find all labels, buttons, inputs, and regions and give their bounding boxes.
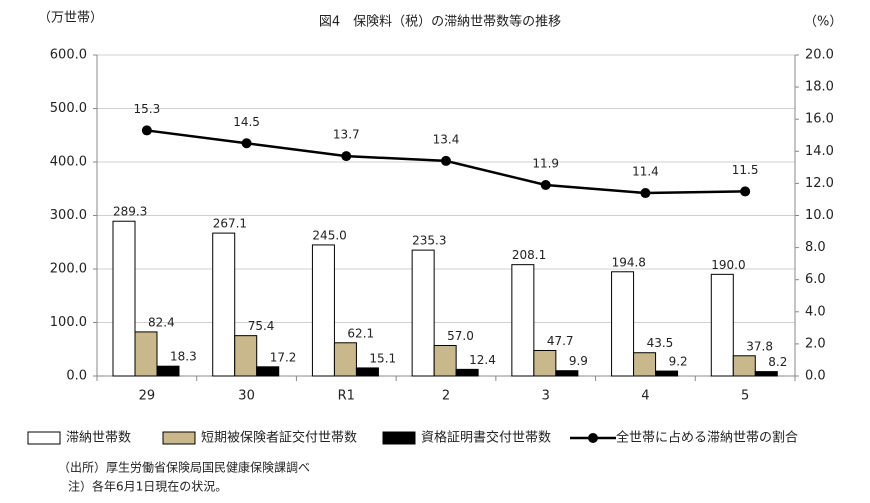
y2-axis-label: （%）	[804, 15, 842, 30]
value-label: 190.0	[711, 258, 745, 272]
legend-swatch	[27, 431, 61, 445]
y2-tick-label: 2.0	[805, 336, 826, 351]
value-label: 208.1	[512, 248, 546, 262]
y-tick-label: 300.0	[50, 208, 87, 223]
y-tick-label: 0.0	[66, 369, 87, 384]
y2-tick-label: 12.0	[805, 176, 834, 191]
value-label: 245.0	[312, 228, 346, 242]
bar	[333, 342, 357, 377]
y2-tick-label: 14.0	[805, 144, 834, 159]
y2-tick-label: 4.0	[805, 304, 826, 319]
value-label: 57.0	[447, 329, 474, 343]
x-tick-label: 4	[641, 389, 649, 404]
line-point	[441, 155, 451, 166]
y2-tick-label: 8.0	[805, 240, 826, 255]
value-label: 13.4	[433, 132, 460, 146]
bar	[212, 232, 236, 377]
bar	[555, 370, 579, 377]
bar	[633, 352, 657, 377]
chart-title: 図4 保険料（税）の滞納世帯数等の推移	[319, 14, 561, 30]
legend-label: 短期被保険者証交付世帯数	[201, 430, 357, 446]
bar	[710, 273, 734, 377]
y-tick-label: 500.0	[50, 101, 87, 116]
bar	[411, 249, 435, 377]
value-label: 289.3	[113, 205, 147, 219]
y2-tick-label: 20.0	[805, 48, 834, 63]
value-label: 62.1	[347, 326, 374, 340]
x-tick-label: 2	[442, 389, 450, 404]
bar	[511, 264, 535, 377]
value-label: 75.4	[248, 319, 275, 333]
y2-tick-label: 10.0	[805, 208, 834, 223]
bar	[754, 371, 778, 377]
value-label: 11.5	[732, 163, 759, 177]
bar	[156, 365, 180, 377]
value-label: 47.7	[547, 334, 574, 348]
value-label: 267.1	[213, 217, 247, 231]
value-label: 9.2	[669, 355, 688, 369]
bar	[611, 271, 635, 377]
y-tick-label: 100.0	[50, 315, 87, 330]
value-label: 11.9	[532, 157, 559, 171]
y2-tick-label: 16.0	[805, 112, 834, 127]
y-tick-label: 600.0	[50, 48, 87, 63]
legend-label: 全世帯に占める滞納世帯の割合	[616, 430, 798, 446]
bar	[533, 349, 557, 377]
bar	[455, 368, 479, 377]
y-axis-label: （万世帯）	[38, 11, 103, 26]
value-label: 9.9	[569, 354, 588, 368]
y2-tick-label: 0.0	[805, 369, 826, 384]
line-point	[640, 188, 651, 199]
value-label: 82.4	[148, 315, 175, 329]
bar	[134, 331, 158, 377]
line-point	[540, 180, 551, 191]
value-label: 235.3	[412, 234, 446, 248]
y2-tick-label: 18.0	[805, 80, 834, 95]
bar	[433, 345, 457, 377]
value-label: 12.4	[469, 353, 496, 367]
value-label: 17.2	[270, 350, 297, 364]
line-point	[740, 186, 751, 197]
value-label: 8.2	[768, 355, 787, 369]
value-label: 13.7	[333, 128, 360, 142]
value-label: 37.8	[746, 339, 773, 353]
x-tick-label: 3	[542, 389, 550, 404]
legend-swatch	[162, 431, 196, 445]
line-point	[341, 151, 352, 162]
note: （出所）厚生労働省保険局国民健康保険課調べ	[58, 460, 310, 475]
value-label: 194.8	[612, 255, 646, 269]
line-point	[241, 138, 252, 149]
legend-label: 資格証明書交付世帯数	[421, 430, 551, 446]
x-tick-label: 29	[139, 389, 156, 404]
x-tick-label: 30	[238, 389, 255, 404]
value-label: 18.3	[170, 350, 197, 364]
bar	[655, 370, 679, 377]
bar	[256, 366, 280, 377]
value-label: 43.5	[647, 336, 674, 350]
value-label: 15.1	[369, 351, 396, 365]
y-tick-label: 400.0	[50, 155, 87, 170]
bar	[732, 355, 756, 377]
bar	[234, 335, 258, 377]
y2-tick-label: 6.0	[805, 272, 826, 287]
x-tick-label: R1	[338, 389, 355, 404]
y-tick-label: 200.0	[50, 262, 87, 277]
x-tick-label: 5	[741, 389, 749, 404]
note: 注）各年6月1日現在の状況。	[68, 479, 227, 494]
value-label: 14.5	[233, 115, 260, 129]
line-point	[141, 125, 152, 136]
bar	[112, 220, 136, 377]
legend-swatch	[382, 431, 416, 445]
bar	[311, 244, 335, 377]
value-label: 11.4	[632, 165, 659, 179]
legend-label: 滞納世帯数	[66, 431, 131, 446]
legend-swatch	[588, 433, 598, 443]
value-label: 15.3	[133, 102, 160, 116]
bar	[355, 367, 379, 377]
